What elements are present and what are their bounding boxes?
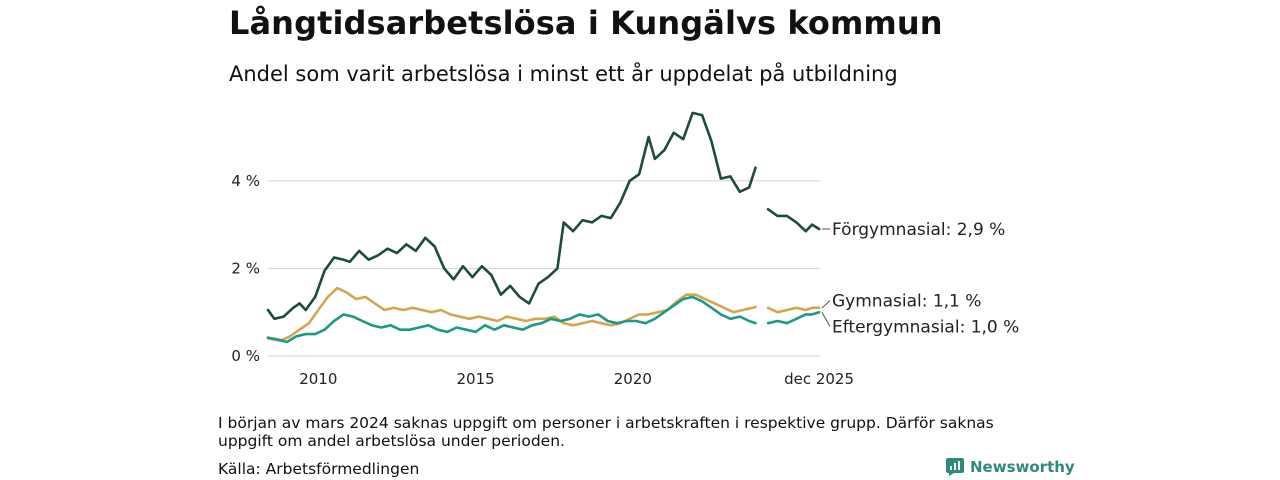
chart-title: Långtidsarbetslösa i Kungälvs kommun xyxy=(229,4,943,42)
newsworthy-logo-icon xyxy=(946,458,964,476)
brand-logo: Newsworthy xyxy=(946,458,1075,476)
x-axis-ticks: 2010 2015 2020 dec 2025 xyxy=(299,370,854,388)
series-end-labels: Förgymnasial: 2,9 % Gymnasial: 1,1 % Efter… xyxy=(821,220,1019,338)
end-label-leader-gymnasial xyxy=(821,300,831,309)
series-line-forgymnasial xyxy=(266,111,821,321)
series-lines xyxy=(266,111,821,344)
x-tick-label-2020: 2020 xyxy=(614,370,652,388)
x-tick-label-2010: 2010 xyxy=(299,370,337,388)
footnote: I början av mars 2024 saknas uppgift om … xyxy=(218,414,994,450)
x-tick-label-dec-2025: dec 2025 xyxy=(784,370,854,388)
end-label-leader-eftergymnasial xyxy=(821,311,831,327)
source-note: Källa: Arbetsförmedlingen xyxy=(218,460,420,478)
x-tick-label-2015: 2015 xyxy=(456,370,494,388)
y-tick-label-2: 2 % xyxy=(231,259,260,277)
end-label-eftergymnasial: Eftergymnasial: 1,0 % xyxy=(832,318,1019,338)
end-label-gymnasial: Gymnasial: 1,1 % xyxy=(832,292,981,312)
series-line-eftergymnasial xyxy=(266,295,821,344)
y-tick-label-0: 0 % xyxy=(231,347,260,365)
y-axis-ticks: 0 % 2 % 4 % xyxy=(231,172,260,365)
brand-name: Newsworthy xyxy=(970,458,1075,476)
gridlines xyxy=(268,180,820,357)
chart-subtitle: Andel som varit arbetslösa i minst ett å… xyxy=(229,62,898,86)
series-line-gymnasial xyxy=(266,286,821,342)
y-tick-label-4: 4 % xyxy=(231,172,260,190)
end-label-forgymnasial: Förgymnasial: 2,9 % xyxy=(832,220,1005,240)
